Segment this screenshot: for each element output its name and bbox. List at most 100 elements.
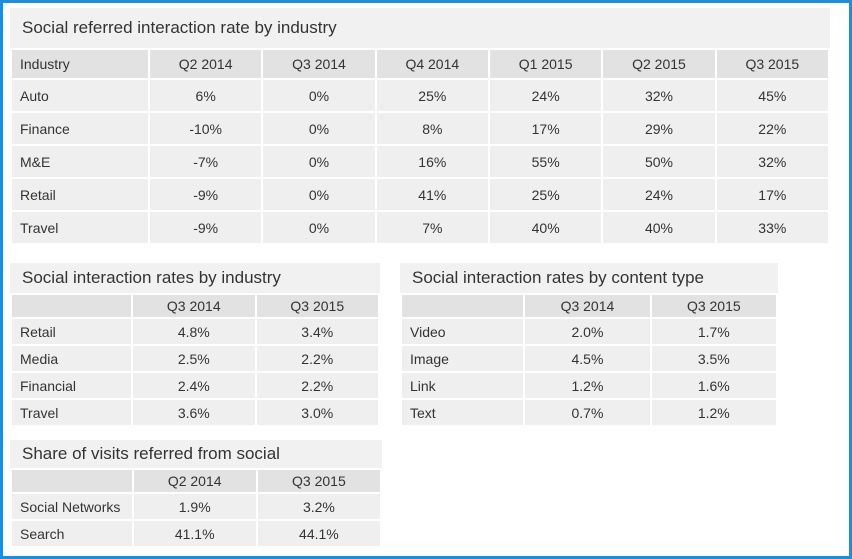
cell: Q3 2015 [254,293,381,319]
cell: 1.2% [523,371,652,400]
cell: Q1 2015 [487,48,604,80]
cell: Q3 2014 [261,48,377,80]
row-label [399,293,526,319]
cell: 1.6% [649,371,779,400]
cell: 3.2% [255,492,383,521]
cell: 2.2% [254,344,381,373]
cell: 41.1% [131,519,258,548]
cell: 32% [714,144,831,179]
row-label: Text [399,398,526,427]
table-row: Finance -10% 0% 8% 17% 29% 22% [10,111,831,146]
row-label: Financial [9,371,134,400]
cell: 22% [714,111,831,146]
cell: 3.4% [254,317,381,346]
row-label: Link [399,371,526,400]
cell: 32% [601,78,717,113]
table-title: Social referred interaction rate by indu… [10,8,830,48]
row-label: Retail [10,177,150,212]
table-block: Social interaction rates by industry Q3 2… [9,263,381,427]
cell: 2.2% [254,371,381,400]
data-table: Q2 2014 Q3 2015 Social Networks 1.9% 3.2% Sea… [10,468,383,548]
cell: Q2 2014 [147,48,264,80]
row-label: Travel [9,398,134,427]
cell: 3.6% [131,398,257,427]
row-label [9,293,134,319]
cell: 2.4% [131,371,257,400]
cell: 50% [601,144,717,179]
header-row: Q2 2014 Q3 2015 [10,468,383,494]
cell: 0% [261,78,377,113]
row-label: Media [9,344,134,373]
cell: -9% [147,210,264,245]
table-row: Video 2.0% 1.7% [399,317,779,346]
table-row: Social Networks 1.9% 3.2% [10,492,383,521]
cell: 24% [601,177,717,212]
cell: Q3 2015 [714,48,831,80]
table-title: Share of visits referred from social [10,440,382,468]
cell: 0% [261,177,377,212]
cell: Q2 2014 [131,468,258,494]
row-label: Travel [10,210,150,245]
cell: 40% [601,210,717,245]
table-row: Media 2.5% 2.2% [9,344,381,373]
cell: 33% [714,210,831,245]
row-label: Image [399,344,526,373]
cell: 7% [374,210,490,245]
header-row: Industry Q2 2014 Q3 2014 Q4 2014 Q1 2015 Q2 2… [10,48,831,80]
row-label: M&E [10,144,150,179]
header-row: Q3 2014 Q3 2015 [9,293,381,319]
cell: -9% [147,177,264,212]
cell: -10% [147,111,264,146]
table-row: Travel 3.6% 3.0% [9,398,381,427]
cell: 16% [374,144,490,179]
cell: 2.0% [523,317,652,346]
table-row: Image 4.5% 3.5% [399,344,779,373]
cell: 1.9% [131,492,258,521]
row-label: Finance [10,111,150,146]
cell: 17% [714,177,831,212]
cell: 0% [261,210,377,245]
cell: Q3 2014 [523,293,652,319]
cell: 1.2% [649,398,779,427]
cell: 8% [374,111,490,146]
cell: 41% [374,177,490,212]
cell: 17% [487,111,604,146]
cell: 24% [487,78,604,113]
cell: Q3 2014 [131,293,257,319]
table-title: Social interaction rates by industry [10,263,380,293]
row-label: Retail [9,317,134,346]
table-row: Retail -9% 0% 41% 25% 24% 17% [10,177,831,212]
cell: 3.5% [649,344,779,373]
row-label [10,468,134,494]
row-label: Search [10,519,134,548]
table-row: M&E -7% 0% 16% 55% 50% 32% [10,144,831,179]
cell: 2.5% [131,344,257,373]
cell: 55% [487,144,604,179]
table-block: Social interaction rates by content type… [399,263,779,427]
row-label: Social Networks [10,492,134,521]
cell: 44.1% [255,519,383,548]
table-row: Auto 6% 0% 25% 24% 32% 45% [10,78,831,113]
cell: 0% [261,111,377,146]
row-label: Auto [10,78,150,113]
table-row: Travel -9% 0% 7% 40% 40% 33% [10,210,831,245]
table-block: Share of visits referred from social Q2 2… [10,440,383,548]
cell: Q3 2015 [649,293,779,319]
table-title: Social interaction rates by content type [400,263,778,293]
data-table: Q3 2014 Q3 2015 Video 2.0% 1.7% Image 4.5% 3.5%… [399,293,779,427]
data-table: Q3 2014 Q3 2015 Retail 4.8% 3.4% Media 2.5% 2.2… [9,293,381,427]
table-row: Search 41.1% 44.1% [10,519,383,548]
table-row: Financial 2.4% 2.2% [9,371,381,400]
row-label: Video [399,317,526,346]
cell: 4.5% [523,344,652,373]
cell: 4.8% [131,317,257,346]
cell: 29% [601,111,717,146]
cell: -7% [147,144,264,179]
cell: Q4 2014 [374,48,490,80]
table-row: Text 0.7% 1.2% [399,398,779,427]
table-row: Link 1.2% 1.6% [399,371,779,400]
data-table: Industry Q2 2014 Q3 2014 Q4 2014 Q1 2015 Q2 2… [10,48,831,245]
cell: 0% [261,144,377,179]
cell: 3.0% [254,398,381,427]
cell: 25% [374,78,490,113]
